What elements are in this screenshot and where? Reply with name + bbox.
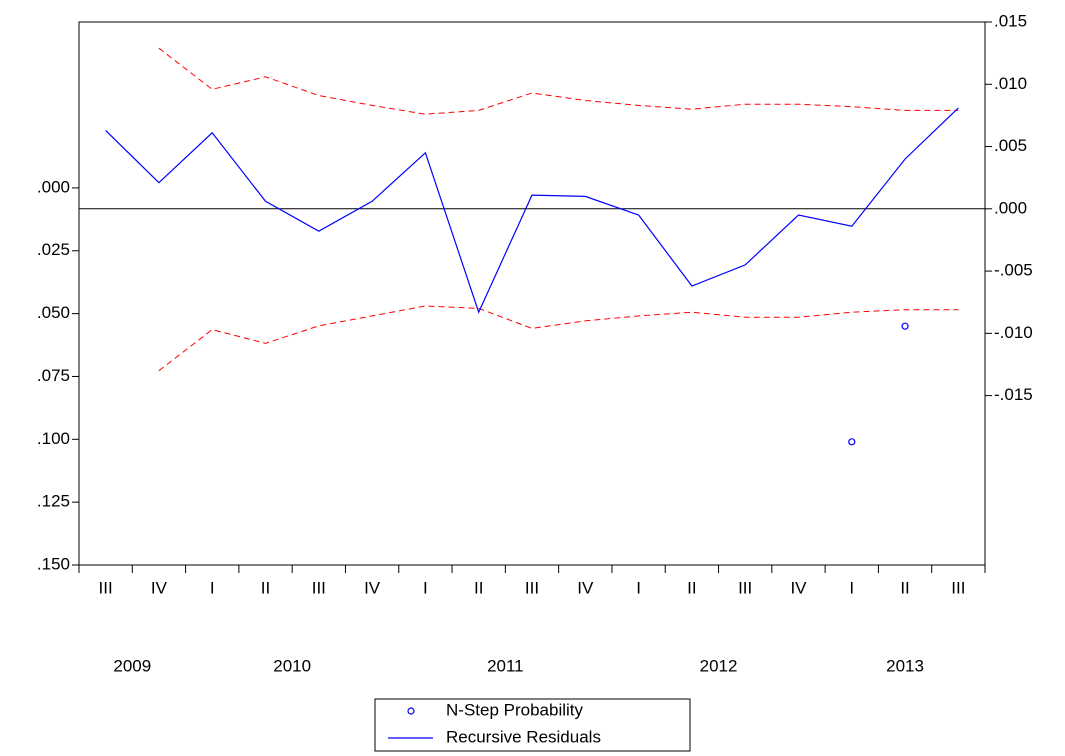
y-tick-label: .125 <box>37 492 70 511</box>
x-tick-label: IV <box>364 578 381 597</box>
y-tick-label: .075 <box>37 366 70 385</box>
x-tick-label: IV <box>790 578 807 597</box>
y2-tick-label: -.015 <box>994 385 1033 404</box>
y2-tick-label: .005 <box>994 136 1027 155</box>
y-tick-label: .000 <box>37 177 70 196</box>
x-tick-label: I <box>210 578 215 597</box>
y2-tick-label: .015 <box>994 11 1027 30</box>
x-tick-label: III <box>951 578 965 597</box>
year-label: 2013 <box>886 656 924 675</box>
y-tick-label: .050 <box>37 303 70 322</box>
x-tick-label: II <box>261 578 270 597</box>
y2-tick-label: .010 <box>994 74 1027 93</box>
y2-tick-label: -.005 <box>994 261 1033 280</box>
year-label: 2012 <box>700 656 738 675</box>
lower-band <box>158 305 959 372</box>
x-tick-label: III <box>525 578 539 597</box>
probability-point <box>848 438 856 446</box>
x-tick-label: I <box>636 578 641 597</box>
legend-label: Recursive Residuals <box>446 727 601 746</box>
x-tick-label: III <box>99 578 113 597</box>
plot-frame <box>78 21 986 566</box>
residual-line <box>105 107 959 314</box>
y2-tick-label: .000 <box>994 198 1027 217</box>
legend-box <box>374 698 691 752</box>
x-tick-label: IV <box>577 578 594 597</box>
legend-label: N-Step Probability <box>446 700 584 719</box>
x-tick-label: IV <box>151 578 168 597</box>
legend-marker <box>407 707 415 715</box>
x-tick-label: II <box>474 578 483 597</box>
year-label: 2011 <box>487 656 524 675</box>
x-tick-label: I <box>849 578 854 597</box>
y-tick-label: .150 <box>37 554 70 573</box>
year-label: 2010 <box>273 656 311 675</box>
year-label: 2009 <box>113 656 151 675</box>
x-tick-label: II <box>900 578 909 597</box>
x-tick-label: III <box>312 578 326 597</box>
x-tick-label: I <box>423 578 428 597</box>
x-tick-label: II <box>687 578 696 597</box>
y2-tick-label: -.010 <box>994 323 1033 342</box>
x-tick-label: III <box>738 578 752 597</box>
upper-band <box>158 47 959 115</box>
probability-point <box>901 322 909 330</box>
y-tick-label: .025 <box>37 240 70 259</box>
y-tick-label: .100 <box>37 429 70 448</box>
